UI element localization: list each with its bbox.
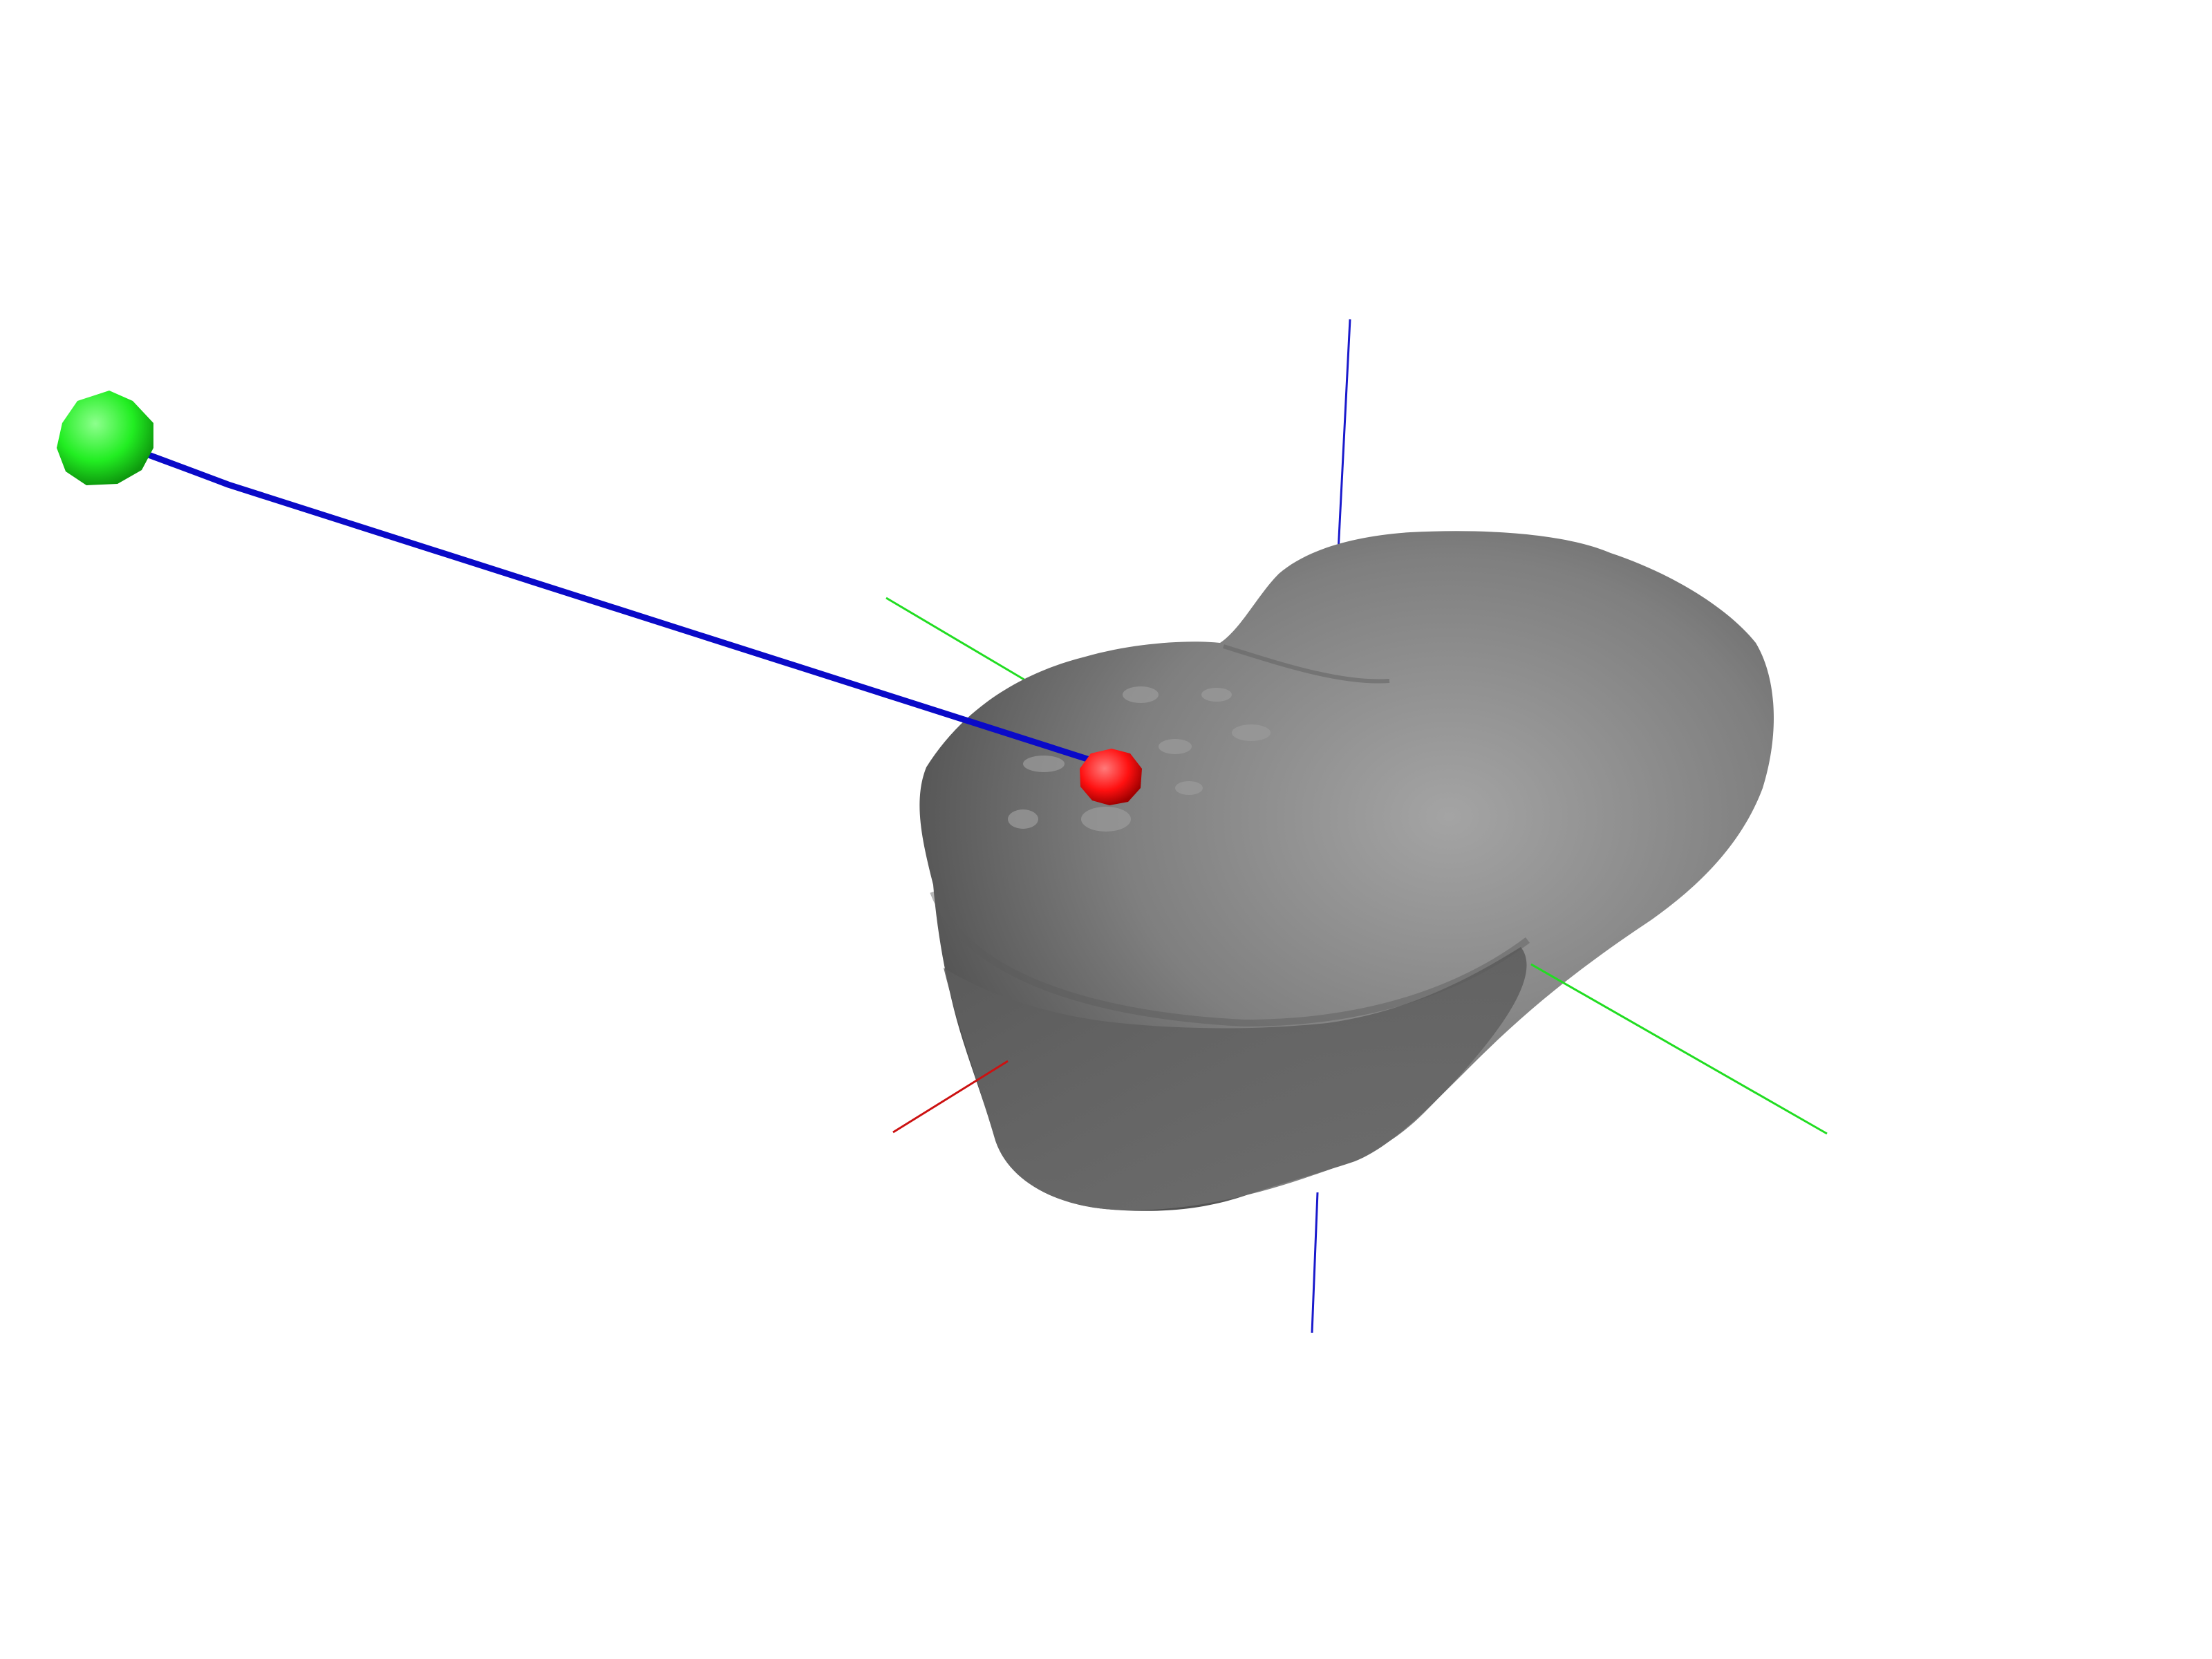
asteroid-side-face bbox=[944, 947, 1527, 1210]
green-sphere-marker[interactable] bbox=[57, 391, 153, 485]
crater bbox=[1201, 688, 1232, 702]
crater bbox=[1123, 686, 1159, 703]
crater bbox=[1159, 739, 1192, 754]
crater bbox=[1008, 809, 1038, 829]
line-of-sight-ray bbox=[107, 438, 1123, 773]
crater bbox=[1023, 756, 1065, 772]
crater bbox=[1175, 781, 1203, 795]
red-sphere-marker[interactable] bbox=[1080, 749, 1142, 805]
asteroid-neck-crease bbox=[1223, 644, 1390, 684]
asteroid-body[interactable] bbox=[919, 531, 1774, 1211]
z-axis-bottom-segment bbox=[1311, 1192, 1319, 1333]
crater-field bbox=[1008, 686, 1271, 832]
crater bbox=[1232, 724, 1271, 741]
asteroid-rim-shading bbox=[930, 890, 1530, 1027]
x-axis-segment bbox=[892, 1060, 1009, 1134]
y-axis-back-segment bbox=[885, 597, 1031, 684]
crater bbox=[1081, 807, 1131, 832]
y-axis-front-segment bbox=[1530, 963, 1828, 1135]
